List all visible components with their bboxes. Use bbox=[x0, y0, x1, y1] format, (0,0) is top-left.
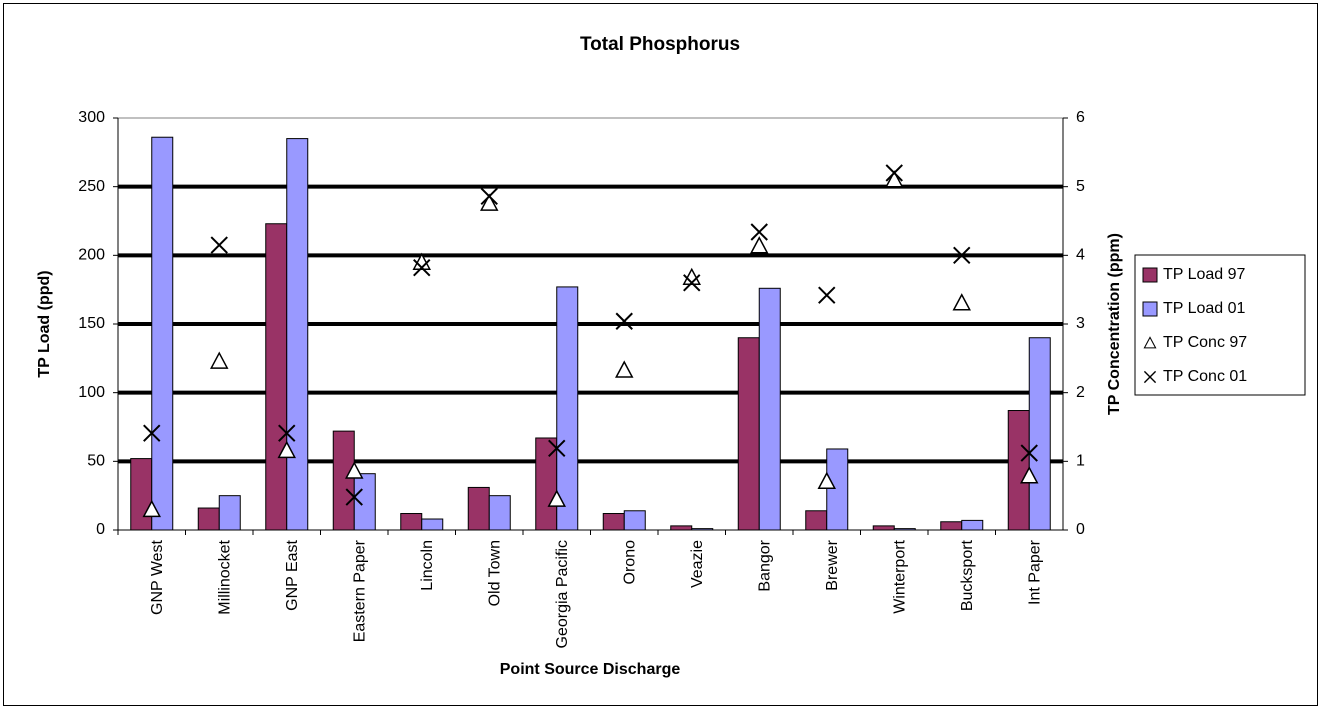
y-axis-title: TP Load (ppd) bbox=[36, 270, 53, 377]
marker bbox=[953, 246, 971, 265]
bar bbox=[691, 528, 714, 531]
marker bbox=[413, 258, 431, 277]
marker bbox=[548, 439, 566, 457]
legend-label: TP Load 97 bbox=[1163, 266, 1246, 283]
y2-tick-label: 0 bbox=[1076, 521, 1085, 538]
bar bbox=[893, 528, 916, 531]
bar bbox=[265, 223, 288, 531]
legend-swatch bbox=[1142, 267, 1158, 283]
marker bbox=[480, 187, 498, 205]
bar bbox=[421, 518, 444, 531]
marker bbox=[885, 164, 903, 182]
bar bbox=[1007, 410, 1030, 531]
legend-label: TP Load 01 bbox=[1163, 300, 1246, 317]
legend-marker bbox=[1143, 336, 1157, 349]
x-tick-label: Brewer bbox=[824, 539, 841, 590]
bar bbox=[872, 525, 895, 531]
chart-title: Total Phosphorus bbox=[580, 34, 740, 55]
bar bbox=[218, 495, 241, 531]
bar bbox=[353, 473, 376, 531]
y2-tick-label: 6 bbox=[1076, 109, 1085, 126]
bar bbox=[286, 138, 309, 531]
y2-tick-label: 2 bbox=[1076, 384, 1085, 401]
bar bbox=[805, 510, 828, 531]
x-tick-label: Eastern Paper bbox=[351, 539, 368, 642]
legend-swatch bbox=[1142, 301, 1158, 317]
marker bbox=[1020, 444, 1038, 462]
y-tick-label: 250 bbox=[78, 178, 105, 195]
x-tick-label: Veazie bbox=[689, 540, 706, 588]
marker bbox=[210, 236, 228, 254]
legend-marker bbox=[1143, 370, 1157, 384]
x-tick-label: GNP West bbox=[149, 539, 166, 615]
x-tick-label: Lincoln bbox=[419, 540, 436, 591]
marker bbox=[210, 351, 229, 369]
marker bbox=[615, 312, 633, 330]
x-tick-label: Old Town bbox=[486, 540, 503, 606]
y2-tick-label: 5 bbox=[1076, 178, 1085, 195]
y-tick-label: 200 bbox=[78, 247, 105, 264]
y-tick-label: 50 bbox=[87, 453, 105, 470]
x-axis-title: Point Source Discharge bbox=[500, 661, 681, 678]
marker bbox=[885, 170, 904, 188]
bar bbox=[197, 507, 220, 531]
marker bbox=[547, 489, 566, 507]
marker bbox=[682, 267, 701, 286]
x-tick-label: Int Paper bbox=[1026, 539, 1043, 605]
marker bbox=[952, 293, 971, 311]
bar bbox=[602, 513, 625, 531]
y2-tick-label: 1 bbox=[1076, 453, 1085, 470]
marker bbox=[142, 499, 161, 518]
x-tick-label: GNP East bbox=[284, 539, 301, 610]
marker bbox=[817, 471, 836, 489]
marker bbox=[345, 488, 363, 506]
x-tick-label: Winterport bbox=[891, 539, 908, 613]
bar bbox=[467, 486, 490, 531]
marker bbox=[750, 236, 769, 254]
legend-label: TP Conc 97 bbox=[1163, 334, 1247, 351]
marker bbox=[480, 193, 499, 211]
bar bbox=[130, 458, 153, 531]
bar bbox=[151, 136, 174, 531]
legend-box bbox=[1134, 254, 1306, 396]
bar bbox=[826, 448, 849, 531]
y-tick-label: 100 bbox=[78, 384, 105, 401]
y-tick-label: 0 bbox=[96, 521, 105, 538]
marker bbox=[345, 461, 364, 479]
bar bbox=[670, 525, 693, 531]
x-tick-label: Orono bbox=[621, 540, 638, 585]
marker bbox=[278, 424, 296, 442]
marker bbox=[615, 360, 634, 378]
marker bbox=[277, 440, 296, 459]
y2-axis-title: TP Concentration (ppm) bbox=[1106, 233, 1123, 415]
marker bbox=[818, 286, 836, 304]
marker bbox=[1020, 466, 1039, 484]
bar bbox=[737, 337, 760, 531]
bar bbox=[1028, 337, 1051, 531]
x-tick-label: Georgia Pacific bbox=[554, 540, 571, 649]
bar bbox=[940, 521, 963, 531]
y2-tick-label: 3 bbox=[1076, 315, 1085, 332]
y-tick-label: 150 bbox=[78, 315, 105, 332]
bar bbox=[400, 513, 423, 531]
marker bbox=[143, 424, 161, 442]
y-tick-label: 300 bbox=[78, 109, 105, 126]
bar bbox=[332, 430, 355, 531]
bar bbox=[758, 287, 781, 531]
x-tick-label: Millinocket bbox=[216, 539, 233, 614]
bar bbox=[488, 495, 511, 531]
x-tick-label: Bangor bbox=[756, 539, 773, 591]
bar bbox=[961, 519, 984, 531]
bar bbox=[623, 510, 646, 531]
marker bbox=[683, 274, 701, 292]
x-tick-label: Bucksport bbox=[959, 539, 976, 611]
y2-tick-label: 4 bbox=[1076, 247, 1085, 264]
legend-label: TP Conc 01 bbox=[1163, 368, 1247, 385]
marker bbox=[412, 252, 431, 270]
marker bbox=[750, 223, 768, 241]
bar bbox=[556, 286, 579, 531]
